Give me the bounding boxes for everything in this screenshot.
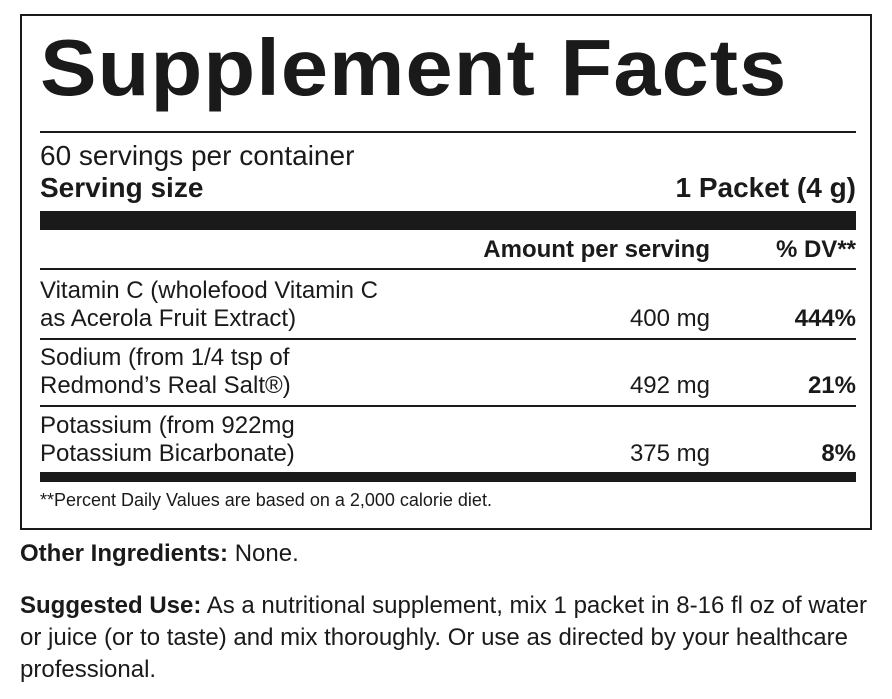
suggested-use: Suggested Use: As a nutritional suppleme… (20, 590, 870, 686)
serving-size-label: Serving size (40, 172, 204, 203)
panel-title: Supplement Facts (40, 23, 788, 112)
row-name: Sodium (from 1/4 tsp of (40, 344, 290, 371)
row-name: Redmond’s Real Salt®) (40, 372, 291, 399)
dv-header: % DV** (775, 236, 856, 263)
divider (40, 268, 856, 270)
row-name: Vitamin C (wholefood Vitamin C (40, 277, 378, 304)
row-amount: 375 mg (629, 440, 710, 467)
other-ingredients-text: None. (228, 540, 299, 567)
row-name: Potassium Bicarbonate) (40, 440, 295, 467)
row-dv: 21% (807, 372, 856, 399)
amount-header: Amount per serving (483, 236, 710, 263)
footnote: **Percent Daily Values are based on a 2,… (40, 490, 492, 510)
divider (40, 131, 856, 133)
divider (40, 338, 856, 340)
other-ingredients-label: Other Ingredients: (20, 540, 229, 567)
row-name: Potassium (from 922mg (40, 412, 295, 439)
suggested-use-label: Suggested Use: (20, 592, 202, 619)
suggested-use-text: As a nutritional supplement, mix 1 packe… (20, 592, 868, 683)
other-ingredients: Other Ingredients: None. (20, 538, 870, 570)
row-amount: 492 mg (629, 372, 710, 399)
row-dv: 8% (821, 440, 856, 467)
row-dv: 444% (794, 305, 856, 332)
row-name: as Acerola Fruit Extract) (40, 305, 297, 332)
serving-size-value: 1 Packet (4 g) (675, 172, 856, 203)
row-amount: 400 mg (629, 305, 710, 332)
thick-divider (40, 211, 856, 230)
thick-divider (40, 472, 856, 482)
servings-per-container: 60 servings per container (40, 140, 355, 171)
divider (40, 405, 856, 407)
supplement-facts-panel (20, 14, 872, 530)
